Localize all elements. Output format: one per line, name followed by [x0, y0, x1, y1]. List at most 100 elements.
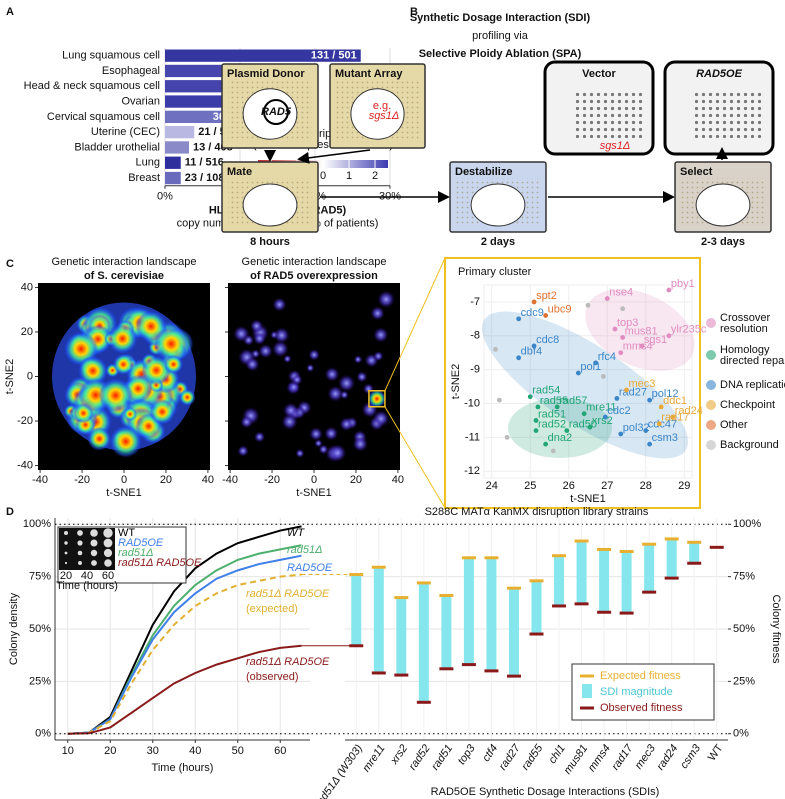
inset-tick-label: 20: [60, 570, 72, 582]
step-label: Mate: [227, 166, 252, 178]
plate-grid: [575, 90, 645, 138]
x-tick-label: -40: [32, 474, 48, 486]
legend-swatch: [582, 684, 592, 698]
y-tick-label: 40: [21, 281, 33, 293]
category-label: Uterine (CEC): [91, 126, 160, 138]
colony: [103, 528, 113, 538]
category-label: Lung squamous cell: [62, 50, 160, 62]
y-axis-title: Colony density: [8, 592, 20, 665]
chart-title: Genetic interaction landscape: [52, 256, 197, 268]
density-blob: [281, 413, 298, 430]
point-label: xrs2: [592, 415, 613, 427]
inset-label: RAD5OE: [118, 537, 164, 549]
point: [614, 396, 620, 401]
point: [639, 343, 645, 349]
legend-label: resolution: [720, 323, 768, 335]
annotation: sgs1Δ: [600, 140, 631, 152]
point: [554, 404, 560, 410]
y-tick-label: 75%: [29, 571, 51, 583]
zoom-line: [384, 406, 446, 509]
x-tick-label: mre11: [360, 743, 387, 775]
sdi-bar: [576, 541, 587, 604]
density-blob: [272, 297, 287, 312]
category-label: Bladder urothelial: [74, 141, 160, 153]
inset-tick-label: 40: [81, 570, 93, 582]
point: [550, 448, 556, 454]
point-label: csm3: [652, 432, 678, 444]
panel-letter: D: [6, 506, 14, 518]
x-tick-label: 0: [311, 474, 317, 486]
bar: [165, 126, 195, 139]
density-hotspot: [367, 389, 386, 408]
legend-swatch: [706, 380, 716, 390]
cluster-hull: [585, 289, 695, 371]
point: [643, 428, 649, 433]
bar: [165, 49, 361, 62]
y-tick-label: 75%: [733, 571, 755, 583]
x-tick-label: rad24: [655, 743, 681, 773]
point: [624, 387, 629, 393]
density-blob: [233, 325, 250, 343]
step-duration: 8 hours: [250, 236, 290, 248]
step-label: Destabilize: [455, 166, 512, 178]
zoom-box: [368, 390, 386, 408]
colony: [104, 559, 112, 567]
y-tick-label: -8: [470, 330, 480, 342]
inset-axis-title: Time (hours): [56, 580, 118, 592]
legend-label: SDI magnitude: [600, 686, 673, 698]
point-label: mus81: [625, 325, 658, 337]
x-tick-label: rad17: [609, 742, 635, 773]
point: [581, 411, 587, 417]
point-label: rad52: [538, 419, 566, 431]
colony: [91, 560, 97, 566]
density-blob: [245, 357, 260, 372]
density-blob: [107, 323, 138, 354]
colorbar-tick-label: 0: [320, 170, 326, 182]
x-tick-label: rad27: [497, 742, 523, 773]
inset-label: WT: [118, 527, 135, 539]
legend-label: Homology: [720, 344, 770, 356]
density-blob: [164, 354, 184, 374]
x-tick-label: 24: [486, 480, 498, 492]
line-series: [67, 644, 302, 735]
sdi-bar: [689, 542, 700, 564]
sdi-bar: [486, 557, 497, 671]
series-label: (expected): [246, 603, 298, 615]
bar-label: 23 / 1080: [185, 172, 231, 184]
point-label: pol12: [652, 388, 679, 400]
x-tick-label: -40: [222, 474, 238, 486]
cell: [470, 183, 526, 227]
sdi-bar: [531, 580, 542, 635]
point: [601, 374, 606, 379]
bar: [165, 141, 189, 154]
density-blob: [324, 366, 340, 382]
density-blob: [273, 327, 290, 344]
density-blob: [340, 390, 349, 400]
point: [504, 434, 510, 440]
x-tick-label: -20: [264, 474, 280, 486]
x-axis-title: Time (hours): [152, 762, 214, 774]
point-label: cdc8: [536, 334, 559, 346]
series-label: WT: [287, 527, 305, 539]
inset-tick-label: 60: [102, 570, 114, 582]
category-label: Breast: [128, 172, 160, 184]
colony: [103, 538, 113, 548]
x-tick-label: xrs2: [388, 743, 410, 768]
density-blob: [112, 353, 134, 375]
y-tick-label: -10: [464, 397, 480, 409]
point: [612, 326, 618, 332]
density-blob: [373, 351, 384, 362]
sdi-bar: [666, 538, 677, 579]
inset-label: rad51Δ RAD5OE: [118, 557, 202, 569]
series-label: rad51Δ RAD5OE: [246, 656, 330, 668]
density-blob: [314, 439, 323, 448]
point-label: ddc1: [663, 395, 687, 407]
colony: [64, 561, 68, 565]
chart-title: Primary cluster: [458, 266, 532, 278]
y-tick-label: 25%: [29, 675, 51, 687]
x-tick-label: 28: [640, 480, 652, 492]
density-blob: [308, 349, 320, 361]
step-duration: 2-3 days: [701, 236, 745, 248]
density-blob: [240, 415, 253, 429]
